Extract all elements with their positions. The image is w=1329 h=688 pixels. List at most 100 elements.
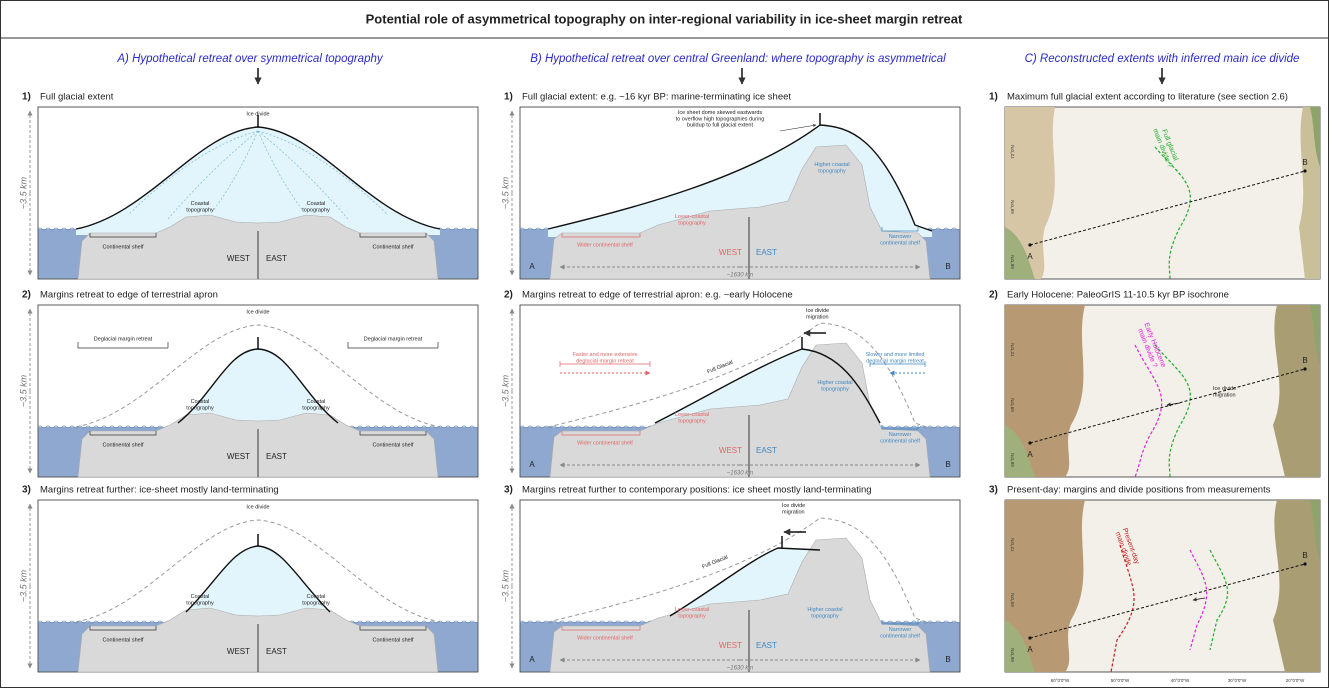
panel-label: Continental shelf — [103, 244, 144, 250]
panel-label: 72°0'N — [1010, 538, 1015, 551]
panel-label: WEST — [227, 452, 250, 461]
panel-label: Slower and more limiteddeglacial margin … — [866, 352, 925, 364]
panel-label: WEST — [227, 647, 250, 656]
panel-label: Continental shelf — [103, 442, 144, 448]
panel-label: Wider continental shelf — [577, 635, 633, 641]
row-number: 2) — [504, 290, 513, 301]
panel: Ice dividemigration Faster and more exten… — [500, 305, 960, 477]
row-number: 2) — [989, 290, 998, 301]
row-caption: Present-day: margins and divide position… — [1007, 485, 1271, 496]
row-number: 1) — [22, 92, 31, 103]
panel-label: 72°0'N — [1010, 343, 1015, 356]
east-coast — [1273, 500, 1320, 672]
row-caption: Margins retreat further: ice-sheet mostl… — [40, 485, 279, 496]
row-number: 1) — [504, 92, 513, 103]
panel-label: 66°0'N — [1010, 648, 1015, 661]
panel-label: ~1630 km — [727, 666, 754, 672]
panel-label: WEST — [719, 248, 742, 257]
panel-label: WEST — [719, 641, 742, 650]
column-heading: B) Hypothetical retreat over central Gre… — [530, 53, 946, 65]
panel-label: ~1630 km — [727, 471, 754, 477]
panel-label: Continental shelf — [373, 637, 414, 643]
panel-label: Wider continental shelf — [577, 440, 633, 446]
panel-label: 69°0'N — [1010, 593, 1015, 606]
column-heading: C) Reconstructed extents with inferred m… — [1025, 53, 1300, 65]
panel-label: A — [1027, 645, 1033, 654]
panel-label: EAST — [266, 647, 287, 656]
panel-label: Continental shelf — [373, 244, 414, 250]
row-caption: Early Holocene: PaleoGrIS 11-10.5 kyr BP… — [1007, 290, 1229, 301]
panel-label: 50°0'0"W — [1111, 678, 1130, 683]
panel-label: WEST — [719, 446, 742, 455]
panel-label: WEST — [227, 254, 250, 263]
east-coast — [1273, 305, 1320, 477]
panel-label: Ice divide — [246, 309, 269, 315]
row-caption: Maximum full glacial extent according to… — [1007, 92, 1288, 103]
panel-label: EAST — [266, 452, 287, 461]
panel-label: A — [529, 460, 535, 469]
panel-label: 66°0'N — [1010, 255, 1015, 268]
row-caption: Margins retreat to edge of terrestrial a… — [522, 290, 793, 301]
figure: Potential role of asymmetrical topograph… — [0, 0, 1329, 688]
panel-label: Lower-coastaltopography — [675, 607, 709, 619]
panel-label: B — [1302, 551, 1307, 560]
row-number: 2) — [22, 290, 31, 301]
panel-label: A — [529, 655, 535, 664]
transect-end — [1028, 243, 1031, 246]
panel-label: 66°0'N — [1010, 453, 1015, 466]
panel-label: Lower-coastaltopography — [675, 214, 709, 226]
panel-label: ~1630 km — [727, 273, 754, 279]
panel-label: ~3.5 km — [18, 374, 28, 407]
panel-label: 72°0'N — [1010, 145, 1015, 158]
panel-label: Faster and more extensivedeglacial margi… — [572, 352, 637, 364]
panel-label: ~3.5 km — [500, 569, 510, 602]
transect-end — [1028, 636, 1031, 639]
panel-label: 30°0'0"W — [1228, 678, 1247, 683]
row-caption: Full glacial extent: e.g. ~16 kyr BP: ma… — [522, 92, 791, 103]
transect-end — [1028, 441, 1031, 444]
panel-label: A — [1027, 252, 1033, 261]
panel: Present-daymain divideAB72°0'N69°0'N66°0… — [1005, 500, 1320, 683]
transect-end — [1303, 367, 1306, 370]
column-heading: A) Hypothetical retreat over symmetrical… — [116, 53, 383, 65]
panel-label: EAST — [756, 446, 777, 455]
panel-label: Higher coastaltopography — [814, 162, 849, 174]
panel-label: 40°0'0"W — [1171, 678, 1190, 683]
panel-label: Ice divide — [246, 111, 269, 117]
page: {"header": {"title": "Potential role of … — [0, 0, 1329, 688]
panel-label: EAST — [756, 641, 777, 650]
panel-label: 60°0'0"W — [1051, 678, 1070, 683]
row-caption: Full glacial extent — [40, 92, 114, 103]
panel-label: ~3.5 km — [18, 176, 28, 209]
row-number: 1) — [989, 92, 998, 103]
panel-label: 69°0'N — [1010, 398, 1015, 411]
panel-label: B — [1302, 158, 1307, 167]
panel-label: Deglacial margin retreat — [94, 336, 153, 342]
panel-label: Ice divide — [246, 504, 269, 510]
panel-label: Continental shelf — [103, 637, 144, 643]
panel-label: 69°0'N — [1010, 200, 1015, 213]
transect-end — [1303, 562, 1306, 565]
panel-label: B — [945, 460, 950, 469]
panel-label: Wider continental shelf — [577, 242, 633, 248]
panel-label: Ice dividemigration — [806, 308, 829, 320]
panel-label: ~3.5 km — [500, 374, 510, 407]
panel-label: Continental shelf — [373, 442, 414, 448]
panel-label: EAST — [756, 248, 777, 257]
row-number: 3) — [504, 485, 513, 496]
panel-label: ~3.5 km — [500, 176, 510, 209]
row-number: 3) — [22, 485, 31, 496]
panel-label: 20°0'0"W — [1286, 678, 1305, 683]
panel-label: A — [529, 262, 535, 271]
panel-label: A — [1027, 450, 1033, 459]
transect-end — [1303, 169, 1306, 172]
